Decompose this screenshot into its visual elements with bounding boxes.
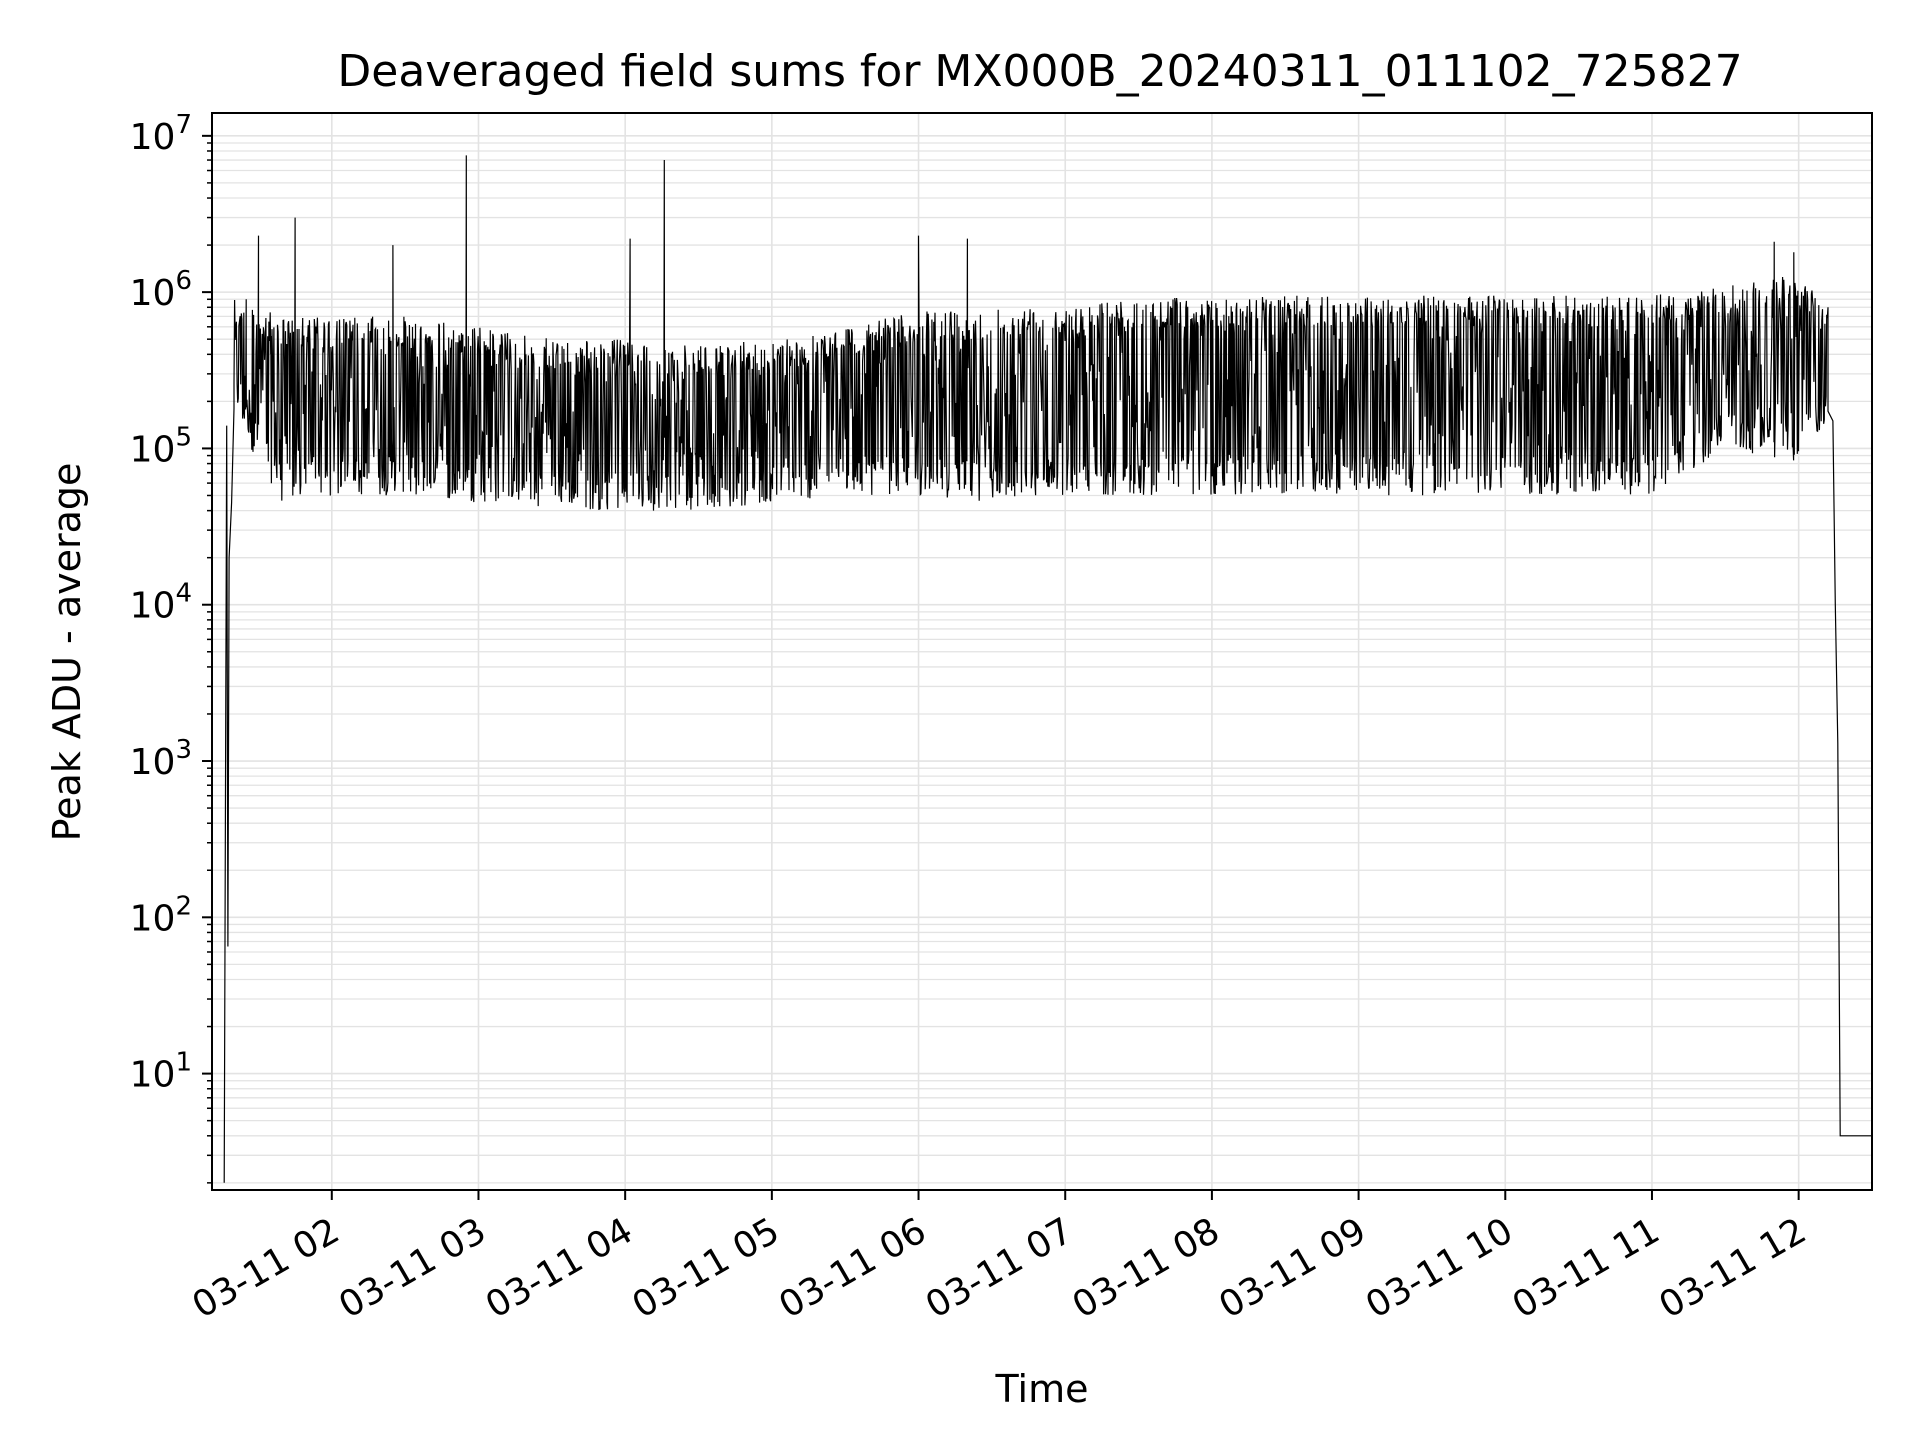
y-tick-label: 107 — [130, 110, 192, 158]
x-axis-label: Time — [995, 1367, 1089, 1411]
y-tick-label: 104 — [130, 579, 192, 627]
y-axis-label: Peak ADU - average — [45, 463, 89, 842]
y-tick-label: 106 — [130, 266, 192, 314]
y-tick-label: 102 — [130, 891, 192, 939]
y-tick-label: 105 — [130, 422, 192, 470]
y-axis-ticks: 101 102 103 104 105 106 107 — [130, 110, 212, 1184]
y-tick-label: 103 — [130, 735, 192, 783]
series-layer — [223, 155, 1872, 1183]
grid-lines — [212, 113, 1872, 1190]
series-line — [223, 155, 1872, 1183]
y-tick-label: 101 — [130, 1048, 192, 1096]
chart-title: Deaveraged field sums for MX000B_2024031… — [337, 46, 1742, 97]
